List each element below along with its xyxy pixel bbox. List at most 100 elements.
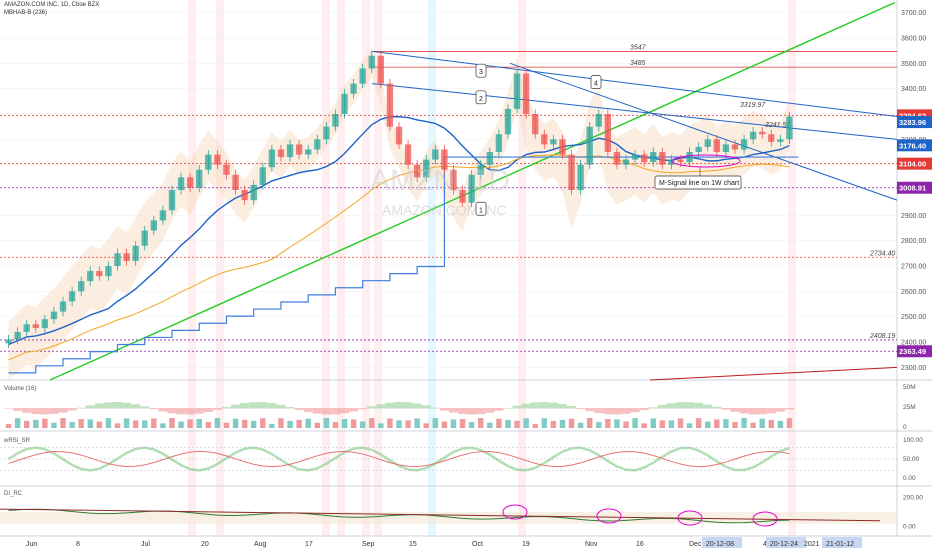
x-tick-label: 20-12-08 [706,541,734,548]
x-tick-label: Jul [141,541,150,548]
volume-y-tick: 25M [903,404,916,411]
x-tick-highlight [766,537,806,548]
rsi-signal [8,450,790,468]
candle [468,174,475,203]
volume-osc [421,405,431,409]
volume-osc [648,407,658,409]
candle [541,134,548,145]
x-tick-label: Sep [362,541,375,548]
level-annotation: 3547 [630,44,647,51]
volume-osc [694,402,704,409]
price-label: 3283.96 [899,118,926,127]
volume-osc [557,403,567,409]
x-tick-label: 8 [76,541,80,548]
session-band [428,0,436,536]
candle [41,319,49,329]
y-tick-label: 3600.00 [901,36,926,43]
candle [704,139,711,147]
volume-osc [58,408,68,413]
wave-label-box [475,201,487,216]
volume-bar [42,418,48,428]
volume-osc [267,403,277,409]
volume-bar [777,420,784,428]
rsi-y-tick: 100.00 [903,437,923,444]
di-highlight [752,511,778,527]
volume-bar [378,423,384,428]
price-label-bg [897,116,932,129]
session-band [337,0,345,536]
volume-bar [250,420,257,428]
volume-bar [686,423,693,428]
volume-osc [603,408,613,415]
volume-osc [748,408,758,415]
volume-bar [5,424,12,428]
volume-bar [505,419,511,428]
candle [259,167,266,185]
candle [14,331,21,340]
candle [749,131,757,140]
volume-osc [448,408,459,413]
volume-osc [140,406,150,409]
candle [686,152,693,163]
x-tick-highlight [822,537,862,548]
ma-orange [8,154,790,361]
volume-y-tick: 50M [903,384,916,391]
candle [250,184,257,201]
volume-bar [178,421,184,428]
volume-osc [730,408,740,412]
x-tick-label: 2021 [804,541,820,548]
wave-label: 4 [594,81,598,88]
candle [559,139,566,155]
candle [78,281,85,292]
callout-text: M-Signal line on 1W chart [659,180,739,187]
level-annotation: 3241.57 [765,122,791,129]
volume-bar [659,420,666,428]
volume-bar [568,418,575,428]
volume-osc [494,408,504,411]
volume-bar [23,420,30,428]
volume-bar [14,418,21,428]
volume-bar [332,422,339,428]
candle [96,271,103,277]
volume-bar [614,419,620,428]
y-tick-label: 2600.00 [901,289,926,296]
candle [595,114,602,127]
candle [768,134,775,142]
volume-bar [577,422,584,428]
x-tick-label: 21-01-12 [826,541,854,548]
candle [68,291,76,302]
rsi-y-tick: 50.00 [903,456,920,463]
volume-osc [194,408,204,414]
x-tick-highlight [702,537,742,548]
volume-bar [169,418,175,428]
volume-osc [4,408,14,409]
volume-osc [775,408,785,412]
volume-bar [269,423,275,428]
volume-osc [312,408,322,414]
volume-bar [623,421,629,428]
volume-osc [503,407,513,409]
candle [577,164,584,190]
session-band [788,0,796,536]
volume-osc [539,402,549,409]
volume-osc [258,402,268,409]
volume-bar [641,423,647,428]
candle [613,152,621,165]
candle [522,73,530,114]
y-tick-label: 2800.00 [901,238,926,245]
volume-osc [22,408,32,413]
candle [650,152,657,163]
y-tick-label: 3700.00 [901,10,926,17]
volume-bar [732,422,738,428]
volume-bar [632,418,638,428]
volume-osc [131,404,141,409]
volume-bar [450,419,457,428]
volume-osc [675,402,686,409]
level-annotation: 2408.19 [869,333,895,340]
candle [323,126,330,140]
x-tick-label: 15 [409,541,417,548]
volume-bar [214,418,221,428]
volume-bar [105,418,112,428]
